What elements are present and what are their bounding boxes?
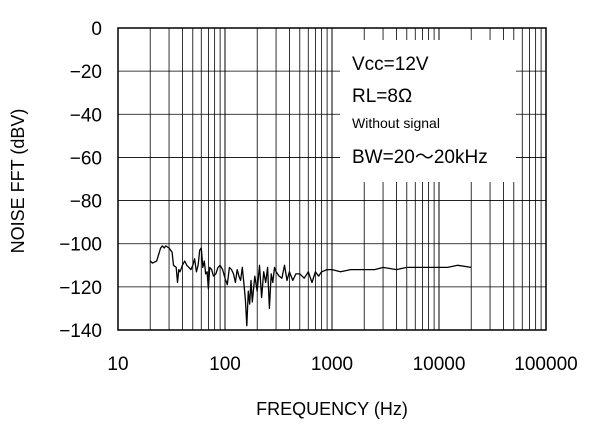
y-tick-label: −60 <box>70 148 102 169</box>
y-tick-label: −20 <box>70 62 102 83</box>
y-tick-label: −140 <box>59 321 102 342</box>
annotation-rl: RL=8Ω <box>352 86 412 107</box>
y-tick-label: −80 <box>70 192 102 213</box>
y-tick-label: −100 <box>59 235 102 256</box>
annotation-signal: Without signal <box>352 115 440 131</box>
x-tick-label: 10000 <box>413 354 466 375</box>
y-tick-label: −40 <box>70 105 102 126</box>
annotation-box: Vcc=12V RL=8Ω Without signal BW=20〜20kHz <box>340 40 516 182</box>
noise-series-line <box>149 245 472 327</box>
annotation-background <box>340 40 516 182</box>
y-axis-title: NOISE FFT (dBV) <box>8 109 28 254</box>
x-tick-label: 100 <box>209 354 241 375</box>
x-tick-label: 10 <box>107 354 128 375</box>
y-tick-label: −120 <box>59 278 102 299</box>
y-tick-labels: 0 −20 −40 −60 −80 −100 −120 −140 <box>59 19 102 342</box>
annotation-bandwidth: BW=20〜20kHz <box>352 147 488 168</box>
y-tick-label: 0 <box>91 19 102 40</box>
x-tick-labels: 10 100 1000 10000 100000 <box>107 354 577 375</box>
plot-border <box>117 27 547 331</box>
annotation-vcc: Vcc=12V <box>352 54 429 75</box>
x-tick-label: 100000 <box>514 354 577 375</box>
x-tick-label: 1000 <box>311 354 353 375</box>
x-axis-title: FREQUENCY (Hz) <box>256 399 408 419</box>
